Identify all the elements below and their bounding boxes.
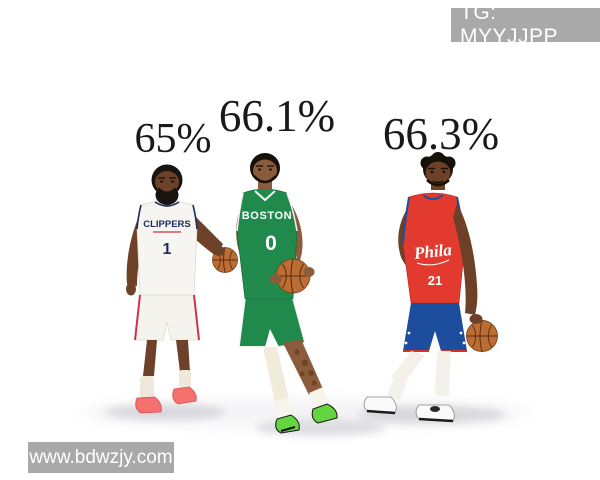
player-figure-phila: Phila 21	[363, 152, 498, 423]
leg-legging	[387, 375, 407, 401]
jersey-number: 21	[428, 273, 442, 288]
player-figure-clippers: CLIPPERS 1	[126, 164, 238, 414]
team-name: Phila	[412, 240, 453, 263]
jersey-number: 1	[163, 241, 172, 258]
sneaker	[275, 414, 300, 434]
team-name: BOSTON	[242, 210, 292, 222]
site-watermark: www.bdwzjy.com	[28, 442, 174, 473]
shorts	[134, 294, 200, 341]
telegram-tag: TG: MYYJJPP	[451, 1, 600, 48]
percentage-label-phila: 66.3%	[382, 109, 500, 159]
percentage-label-clippers: 65%	[134, 116, 212, 162]
head	[420, 152, 456, 190]
leg-legging	[391, 351, 425, 385]
shorts	[238, 298, 306, 348]
jersey-number: 0	[265, 232, 277, 255]
shorts	[403, 303, 467, 352]
sock	[140, 376, 154, 398]
jersey: Phila 21	[402, 192, 466, 304]
sneaker	[311, 403, 338, 424]
arm	[398, 203, 421, 272]
leg-legging	[435, 351, 451, 397]
player-figure-boston: BOSTON 0	[236, 153, 338, 434]
telegram-tag-text: TG: MYYJJPP	[460, 1, 559, 48]
arm	[453, 203, 478, 315]
site-watermark-text: www.bdwzjy.com	[29, 446, 173, 468]
basketball	[466, 320, 498, 352]
leg-sleeve	[263, 347, 289, 403]
sock	[179, 370, 191, 390]
leg	[143, 340, 157, 376]
leg-tattooed	[283, 339, 323, 395]
head	[151, 164, 183, 205]
sneaker	[135, 396, 162, 414]
jersey: CLIPPERS 1	[136, 200, 198, 296]
leg	[176, 340, 190, 372]
percentage-label-boston: 66.1%	[218, 91, 336, 141]
ground-shadow	[105, 404, 225, 420]
sneaker	[172, 386, 197, 405]
basketball	[275, 258, 311, 294]
sock	[275, 397, 293, 419]
team-name: CLIPPERS	[143, 219, 191, 230]
head	[250, 153, 280, 190]
